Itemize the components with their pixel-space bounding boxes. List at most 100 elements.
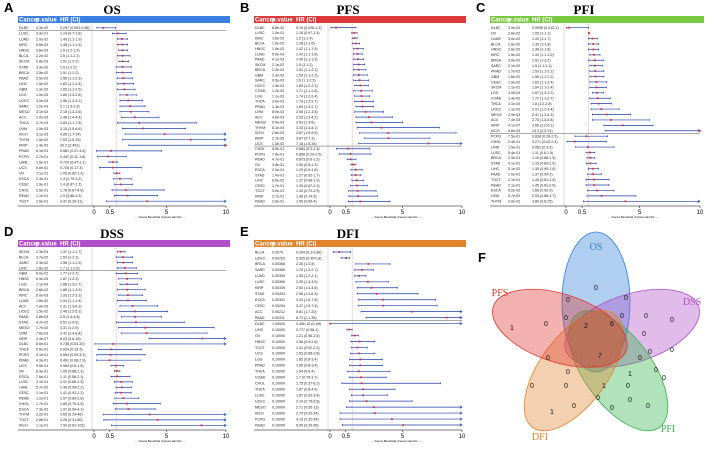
table-row: TGCT 2.8e-01 4.28 (0.31-60): [19, 418, 227, 422]
cancer-label: STAD: [19, 65, 29, 69]
venn-count-pfi-only: 0: [646, 403, 650, 410]
cancer-label: THCA: [19, 121, 29, 125]
hr-label: 4.45e-10 (0-Inf): [296, 322, 321, 326]
hr-point: [163, 133, 166, 135]
hr-label: 1.42 (1.1-1.9): [296, 47, 318, 51]
header-bar: [254, 16, 466, 23]
cancer-label: OV: [19, 369, 25, 373]
table-row: CHOL 2.4e-01 0.271 (0.03-2.4): [491, 140, 607, 144]
hr-label: 1.75 (0.37-8.2): [296, 382, 320, 386]
hr-label: 1.65 (0.8-3.4): [296, 358, 318, 362]
hr-point: [148, 413, 151, 416]
cancer-label: KIRP: [255, 194, 264, 198]
panel-letter: A: [4, 0, 14, 15]
hr-point: [621, 124, 624, 127]
cancer-label: DLBC: [255, 26, 265, 30]
cancer-label: MESO: [19, 326, 30, 330]
hr-label: 1.7 (1.1-2.6): [60, 266, 80, 270]
hr-point: [359, 364, 362, 367]
venn-count-four-a: 6: [610, 321, 614, 328]
hr-point: [107, 155, 110, 158]
table-row: UCEC 1.5e-02 2.48 (1.2-5.1): [19, 310, 169, 314]
cancer-label: KICH: [19, 424, 28, 428]
pvalue-label: 0.00305: [272, 274, 285, 278]
pvalue-label: 0.10000: [272, 364, 285, 368]
venn-count-os-pfi: 0: [644, 313, 648, 320]
x-tick-label: 0: [92, 210, 96, 216]
ci-arrow: [223, 199, 227, 203]
x-tick-label: 10: [459, 434, 466, 440]
table-row: PCPG 5.1e-01 0.554 (0.09-3.3): [19, 353, 146, 357]
hr-label: 3.43 (1.5-7.8): [296, 298, 318, 302]
table-row: ESCA 2.4e-01 1.3 (0.79-2.2): [19, 177, 132, 181]
cancer-label: KIRC: [19, 43, 28, 47]
hr-point: [120, 391, 123, 394]
hr-label: 0.684 (0.2-2.4): [296, 147, 320, 151]
hr-label: 1.87 (0.8-4.4): [296, 388, 318, 392]
table-row: UCS 9.5e-01 0.984 (0.6-1.6): [19, 364, 125, 368]
hr-label: 1.84 (1.3-2.6): [60, 93, 82, 97]
cancer-label: MESO: [255, 121, 266, 125]
hr-point: [357, 352, 360, 355]
cancer-label: UCS: [255, 352, 263, 356]
table-row: READ 4.7e-01 0.873 (0.6-1.3): [255, 158, 357, 162]
pvalue-label: 3.7e-02: [36, 255, 48, 259]
pvalue-label: 2.1e-02: [508, 64, 520, 68]
venn-count-dfi-pfs: 0: [530, 383, 534, 390]
hr-point: [360, 89, 363, 92]
hr-label: 0.297 (0.092-0.96): [60, 26, 90, 30]
hr-point: [596, 91, 598, 94]
pvalue-label: 4.6e-03: [508, 129, 520, 133]
hr-point: [126, 294, 129, 297]
header-bar: [18, 240, 230, 247]
pvalue-label: 2.3e-02: [272, 73, 284, 77]
cancer-label: BRCA: [491, 156, 502, 160]
hr-label: 2.79 (0.32-24): [296, 411, 319, 415]
table-row: ACC 4.6e-03 2.33 (1.3-4.2): [255, 115, 393, 119]
hr-point: [115, 364, 117, 367]
hr-label: 1.11 (0.8-1.5): [532, 151, 553, 155]
pvalue-label: 3.8e-02: [508, 31, 520, 35]
pvalue-label: 3.1e-01: [36, 380, 48, 384]
cancer-label: COAD: [491, 97, 502, 101]
hr-label: 0.726 (0.17-3): [60, 166, 83, 170]
table-row: ACC 2.0e-03 2.48 (1.4-4.4): [19, 116, 160, 120]
hr-point: [373, 412, 376, 414]
table-row: COAD 1.4e-02 1.72 (1.1-2.7): [491, 97, 611, 101]
venn-count-all-five: 7: [598, 353, 602, 360]
cancer-label: THYM: [255, 126, 265, 130]
cancer-label: UCEC: [19, 99, 30, 103]
table-row: THCA 3.1e-03 1.8 (1.2-2.8): [491, 102, 612, 106]
pvalue-label: 2.6e-01: [272, 200, 284, 204]
pvalue-label: 0.10000: [272, 334, 285, 338]
header-pvalue: p.value: [272, 242, 293, 248]
cancer-label: MESO: [491, 113, 502, 117]
ci-arrow: [459, 315, 463, 320]
cancer-label: SKCM: [19, 60, 29, 64]
venn-count-dfi-dss-pfs: 0: [564, 383, 568, 390]
cancer-label: SKCM: [255, 63, 265, 67]
cancer-label: SARC: [255, 79, 265, 83]
pvalue-label: 3.1e-03: [36, 110, 48, 114]
table-row: KIRP 2.4e-07 8.03 (3.6-18): [19, 337, 227, 341]
table-row: STAD 4.7e-02 2.57 (1-6.5): [19, 321, 185, 325]
table-row: PCPG 2.7e-01 0.447 (0.11-1.8): [19, 155, 127, 159]
hr-label: 5.05 (0.39-65): [296, 423, 319, 427]
table-row: SKCM 2.8e-03 1.51 (1.2-2): [19, 60, 130, 64]
table-row: UVM 1.5e-03 3.15 (1.5-6.6): [19, 127, 186, 131]
panel-letter: F: [478, 250, 486, 265]
hr-point: [595, 81, 598, 83]
table-row: COAD 1.2e-02 1.71 (1.1-2.6): [255, 89, 373, 93]
hr-point: [142, 127, 145, 130]
hr-point: [380, 126, 383, 129]
hr-point: [356, 346, 359, 349]
pvalue-label: 9.5e-03: [272, 79, 284, 83]
pvalue-label: 2.9e-03: [508, 113, 520, 117]
pvalue-label: 1.9e-02: [508, 80, 520, 84]
venn-count-dss-only: 0: [670, 317, 674, 324]
table-row: THYM 3.0e-02 3.89 (0.6-25): [491, 200, 701, 204]
hr-label: 1.97 (0.94-4.1): [60, 407, 84, 411]
pvalue-label: 4.1e-07: [508, 124, 520, 128]
cancer-label: GBM: [19, 272, 27, 276]
hr-point: [357, 74, 360, 76]
